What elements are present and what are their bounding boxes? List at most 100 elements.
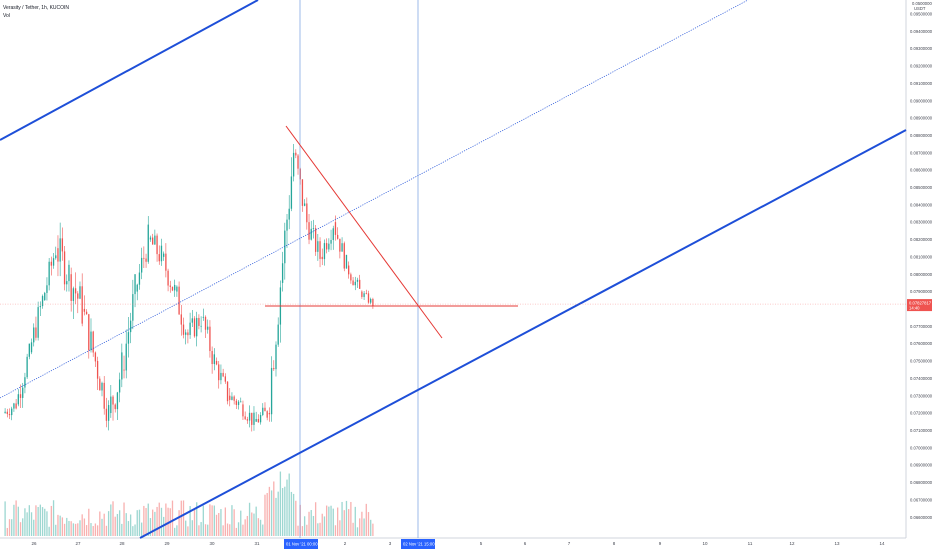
candle-body <box>332 228 334 240</box>
candle-body <box>270 367 273 415</box>
candle-body <box>171 286 174 291</box>
time-tick-label: 13 <box>834 541 840 546</box>
volume-bar <box>79 520 81 536</box>
candle-body <box>22 387 24 398</box>
candle-body <box>286 219 288 231</box>
candle-body <box>94 352 97 362</box>
volume-bar <box>215 514 218 536</box>
candle-body <box>110 396 112 414</box>
volume-bar <box>275 497 277 536</box>
volume-bar <box>314 502 317 536</box>
candle-body <box>253 412 255 425</box>
volume-bar <box>370 519 372 536</box>
candle-body <box>174 284 176 291</box>
candle-body <box>13 403 15 409</box>
volume-bar <box>26 512 28 536</box>
candle-body <box>370 298 372 303</box>
volume-bar <box>33 519 35 536</box>
candle-body <box>222 372 224 377</box>
price-tick-label: 0.09300000 <box>910 46 932 51</box>
volume-bar <box>264 494 266 536</box>
volume-bar <box>279 471 282 536</box>
candle-body <box>356 279 359 282</box>
volume-bar <box>242 524 244 536</box>
time-axis[interactable]: 26 27 28 29 30 31 2 3 5 6 7 8 9 10 11 12 13 14 01 Nov '21 … <box>31 539 885 549</box>
time-tick-label: 6 <box>524 541 527 546</box>
price-tick-label: 0.08100000 <box>910 254 932 259</box>
candle-body <box>273 367 275 370</box>
volume-bar <box>19 522 22 536</box>
volume-bar <box>165 503 167 536</box>
volume-bar <box>152 509 154 536</box>
candle-body <box>343 243 345 269</box>
volume-bar <box>321 513 323 536</box>
candle-body <box>268 413 271 415</box>
price-tick-label: 0.09400000 <box>910 29 932 34</box>
volume-bar <box>288 473 290 536</box>
volume-bar <box>13 504 15 536</box>
candle-body <box>77 293 79 299</box>
candle-body <box>308 222 310 240</box>
lower-channel-line[interactable] <box>139 129 907 539</box>
volume-bar <box>224 507 226 536</box>
channel-midline[interactable] <box>0 0 749 399</box>
candle-body <box>189 322 191 335</box>
descending-resistance[interactable] <box>285 125 443 339</box>
volume-bar <box>110 504 112 536</box>
time-tick-label: 10 <box>702 541 708 546</box>
candle-body <box>303 203 306 206</box>
candle-body <box>290 176 293 209</box>
volume-bar <box>121 523 123 536</box>
candle-body <box>202 316 204 318</box>
price-tick-label: 0.07100000 <box>910 428 932 433</box>
volume-bar <box>57 514 59 536</box>
time-badge-1[interactable] <box>284 539 318 549</box>
volume-bar <box>365 503 367 536</box>
symbol-title[interactable]: Verasity / Tether, 1h, KUCOIN <box>3 5 70 11</box>
price-tick-label: 0.08900000 <box>910 116 932 121</box>
candle-body <box>101 382 103 391</box>
drawings[interactable] <box>0 0 907 539</box>
candle-body <box>213 354 215 365</box>
candle-body <box>112 396 114 405</box>
candle-body <box>145 258 147 262</box>
candle-body <box>224 376 226 382</box>
volume-bar <box>367 512 370 536</box>
volume-bar <box>253 513 255 536</box>
volume-bar <box>176 525 178 536</box>
candles <box>4 144 374 432</box>
candle-body <box>50 261 53 266</box>
volume-bar <box>167 507 169 536</box>
candle-body <box>284 230 286 264</box>
volume-bar <box>123 502 125 536</box>
volume-bar <box>180 500 182 536</box>
volume-label[interactable]: Vol <box>3 13 10 19</box>
time-badge-2[interactable] <box>401 539 435 549</box>
candle-body <box>33 327 35 343</box>
candle-body <box>132 294 134 321</box>
time-tick-label: 11 <box>748 541 753 546</box>
candle-body <box>79 286 81 299</box>
candle-body <box>52 258 55 266</box>
volume-bar <box>198 525 200 536</box>
candle-body <box>339 238 341 252</box>
volume-bar <box>240 510 242 536</box>
volume-bar <box>328 506 330 536</box>
candle-body <box>39 306 41 308</box>
candle-body <box>306 203 308 223</box>
volume-bar <box>312 515 315 536</box>
volume-bar <box>52 500 55 536</box>
volume-bar <box>11 519 13 536</box>
price-axis[interactable]: 0.06600000 0.06700000 0.06800000 0.06900000… <box>0 1 932 520</box>
candle-body <box>61 238 64 252</box>
upper-channel-line[interactable] <box>0 0 259 141</box>
candle-body <box>185 332 187 335</box>
candle-body <box>323 243 326 260</box>
volume-bar <box>226 523 229 536</box>
time-tick-label: 8 <box>613 541 616 546</box>
candle-body <box>321 256 323 260</box>
volume-bar <box>220 509 222 536</box>
volume-bar <box>297 525 299 536</box>
current-price-badge[interactable] <box>907 299 932 312</box>
